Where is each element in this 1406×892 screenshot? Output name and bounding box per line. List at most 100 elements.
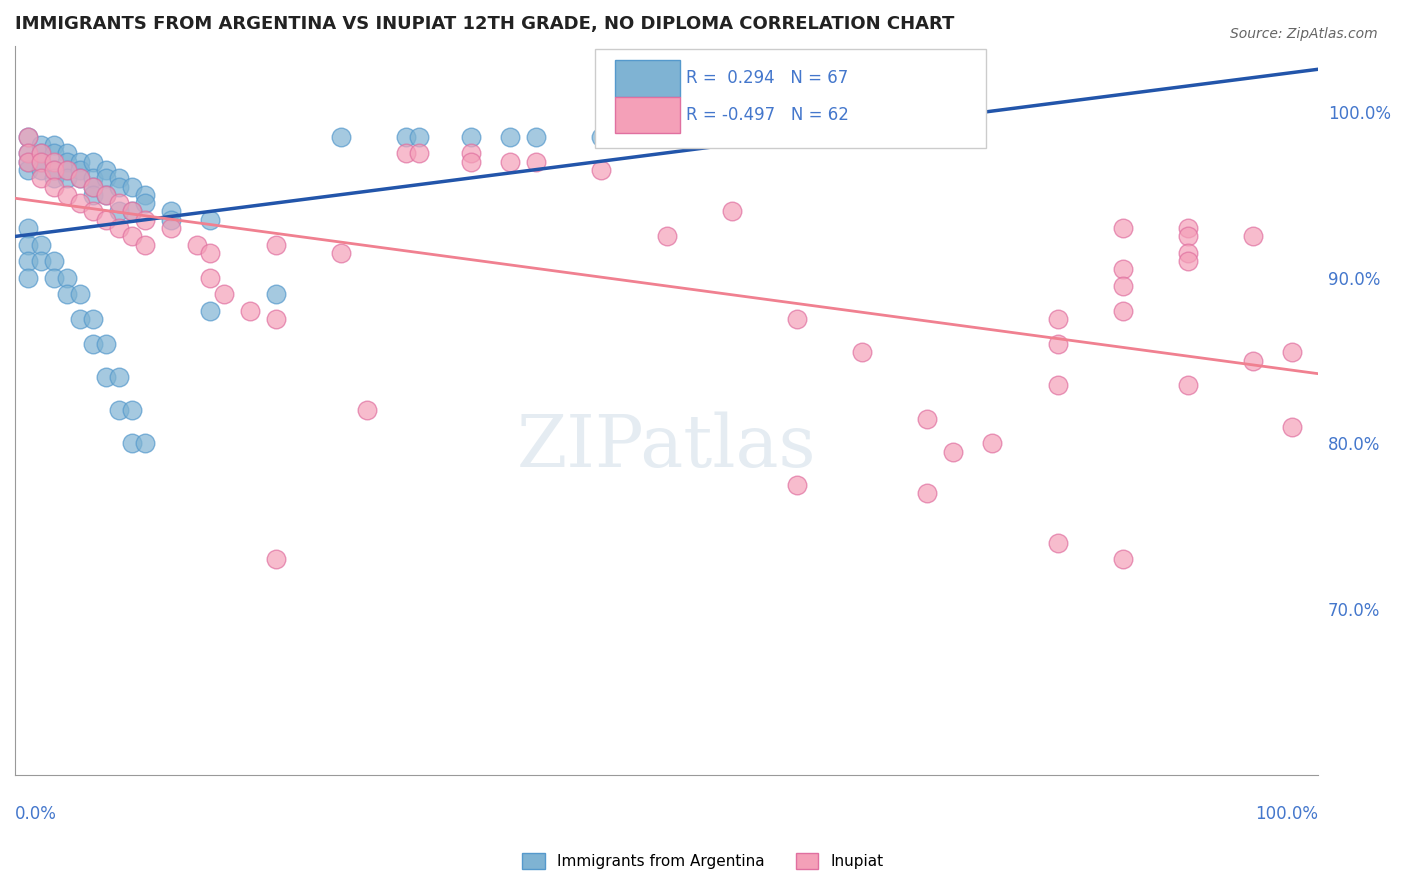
Point (30, 237, 52, 252)
FancyBboxPatch shape (595, 49, 986, 148)
Point (42, 138, 65, 153)
Point (1177, 221, 1199, 235)
Text: R = -0.497   N = 62: R = -0.497 N = 62 (686, 106, 849, 124)
Point (30, 171, 52, 186)
Text: Source: ZipAtlas.com: Source: ZipAtlas.com (1230, 27, 1378, 41)
Point (917, 486, 939, 500)
Point (69, 154, 91, 169)
Point (17, 146, 39, 161)
Point (408, 146, 430, 161)
Point (524, 129, 547, 144)
Point (264, 287, 287, 301)
Point (981, 436, 1004, 450)
Point (329, 129, 352, 144)
Point (121, 436, 143, 450)
Point (1046, 312, 1069, 326)
Point (917, 411, 939, 425)
Point (239, 303, 262, 318)
Point (82, 187, 104, 202)
Point (1112, 552, 1135, 566)
Point (56, 163, 79, 178)
Text: R =  0.294   N = 67: R = 0.294 N = 67 (686, 70, 848, 87)
Point (82, 179, 104, 194)
Point (69, 196, 91, 211)
Point (1046, 536, 1069, 550)
Point (56, 146, 79, 161)
Point (69, 163, 91, 178)
Point (96, 187, 118, 202)
Point (134, 212, 156, 227)
Point (1241, 353, 1264, 368)
Point (591, 163, 613, 178)
Point (499, 129, 522, 144)
Point (42, 179, 65, 194)
Point (460, 146, 482, 161)
Point (200, 212, 222, 227)
Point (108, 204, 131, 219)
Point (1112, 303, 1135, 318)
Point (96, 337, 118, 351)
Point (30, 154, 52, 169)
Point (1177, 229, 1199, 244)
Point (134, 196, 156, 211)
Point (30, 154, 52, 169)
Point (591, 129, 613, 144)
FancyBboxPatch shape (614, 96, 679, 133)
Point (200, 270, 222, 285)
Point (17, 146, 39, 161)
Point (1046, 337, 1069, 351)
Point (96, 187, 118, 202)
Point (108, 179, 131, 194)
Point (30, 254, 52, 268)
Point (160, 221, 183, 235)
Point (96, 212, 118, 227)
Point (69, 171, 91, 186)
Point (56, 163, 79, 178)
Point (212, 287, 235, 301)
Point (42, 171, 65, 186)
Point (720, 204, 742, 219)
Point (1177, 245, 1199, 260)
Point (121, 229, 143, 244)
Point (17, 154, 39, 169)
Point (1177, 378, 1199, 392)
Point (17, 129, 39, 144)
Point (499, 154, 522, 169)
Point (121, 204, 143, 219)
Point (30, 146, 52, 161)
Point (134, 436, 156, 450)
Point (42, 163, 65, 178)
Point (942, 444, 965, 458)
Point (786, 478, 808, 492)
Point (30, 138, 52, 153)
Text: IMMIGRANTS FROM ARGENTINA VS INUPIAT 12TH GRADE, NO DIPLOMA CORRELATION CHART: IMMIGRANTS FROM ARGENTINA VS INUPIAT 12T… (15, 15, 955, 33)
Point (17, 254, 39, 268)
Point (1241, 229, 1264, 244)
Text: 0.0%: 0.0% (15, 805, 56, 823)
Point (42, 146, 65, 161)
Point (200, 303, 222, 318)
Point (17, 129, 39, 144)
Point (1281, 345, 1303, 359)
Point (264, 237, 287, 252)
Point (264, 552, 287, 566)
Point (264, 312, 287, 326)
Point (121, 204, 143, 219)
Point (1046, 378, 1069, 392)
Point (1112, 262, 1135, 277)
Point (17, 237, 39, 252)
Point (17, 221, 39, 235)
Point (786, 312, 808, 326)
Point (1281, 420, 1303, 434)
Point (108, 370, 131, 384)
Point (82, 312, 104, 326)
Point (121, 179, 143, 194)
Point (160, 212, 183, 227)
Point (42, 270, 65, 285)
Point (82, 179, 104, 194)
Point (30, 146, 52, 161)
Point (82, 337, 104, 351)
Point (108, 403, 131, 417)
Point (17, 163, 39, 178)
Point (96, 163, 118, 178)
